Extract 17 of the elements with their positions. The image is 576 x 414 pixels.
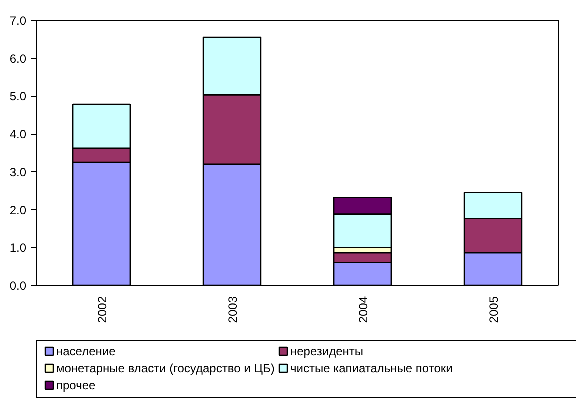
y-tick-label: 3.0 bbox=[10, 165, 27, 180]
y-tick-label: 5.0 bbox=[10, 90, 27, 104]
x-tick-label: 2002 bbox=[95, 296, 110, 324]
y-tick-label: 1.0 bbox=[10, 241, 27, 256]
x-tick-label: 2005 bbox=[486, 296, 501, 324]
legend-label: прочее bbox=[56, 378, 96, 392]
y-tick-label: 2.0 bbox=[10, 203, 27, 218]
legend-label: монетарные власти (государство и ЦБ) bbox=[56, 362, 275, 376]
x-tick-label: 2003 bbox=[226, 296, 240, 324]
legend-label: нерезиденты bbox=[290, 344, 364, 358]
y-tick-label: 6.0 bbox=[10, 52, 27, 66]
legend-label: население bbox=[56, 344, 116, 358]
x-tick-label: 2004 bbox=[356, 296, 370, 324]
legend-label: чистые капиатальные потоки bbox=[290, 362, 453, 376]
y-tick-label: 4.0 bbox=[10, 128, 27, 142]
y-tick-label: 0.0 bbox=[10, 279, 27, 293]
y-tick-label: 7.0 bbox=[10, 14, 27, 28]
